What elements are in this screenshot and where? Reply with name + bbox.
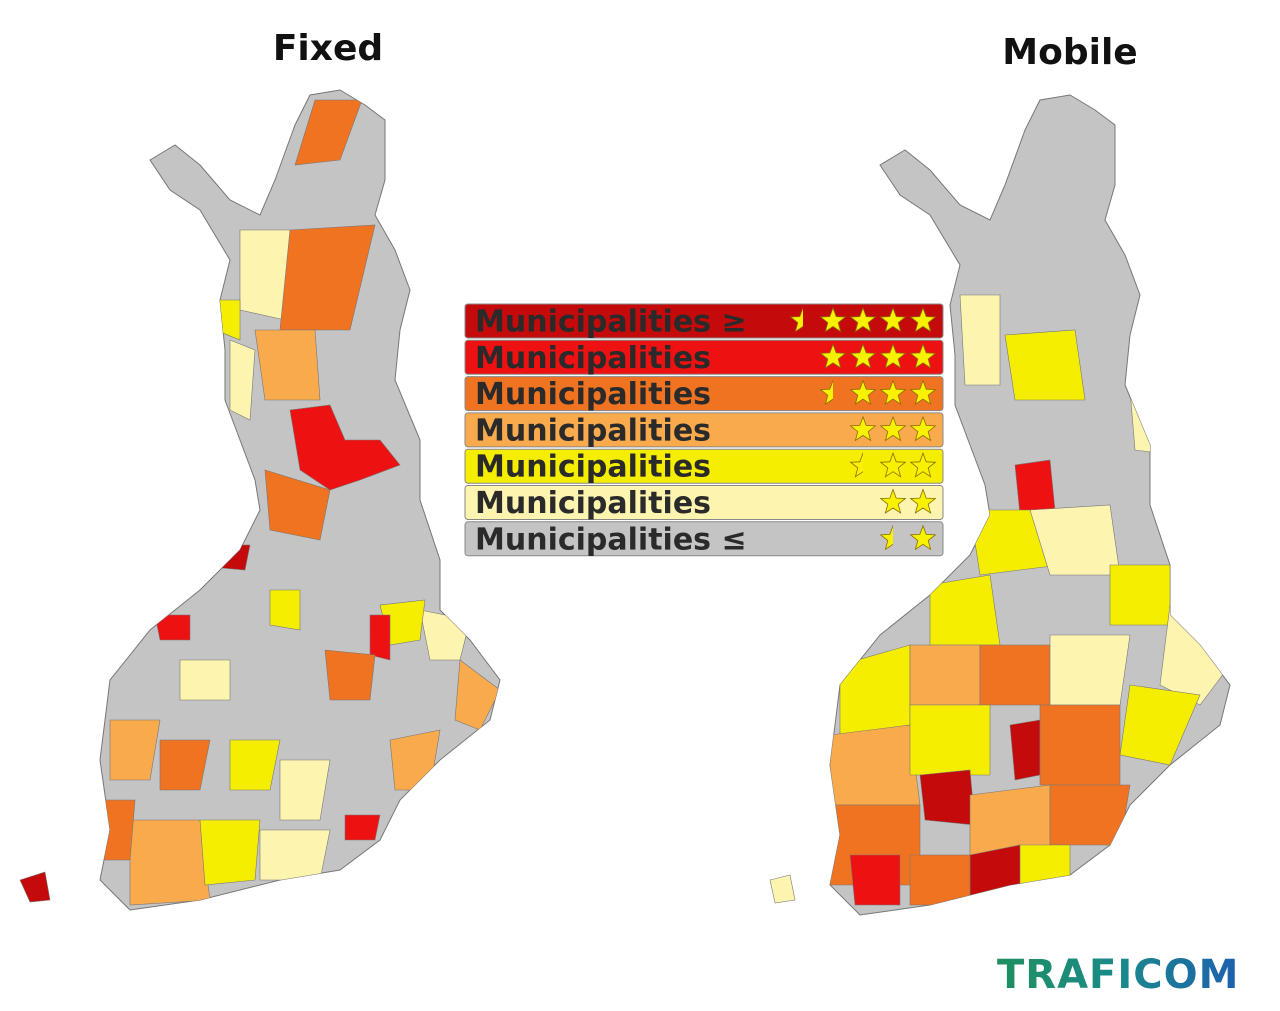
legend-label: Municipalities ≥	[475, 305, 747, 340]
rating-star	[909, 524, 937, 551]
rating-star	[879, 488, 907, 514]
rating-star	[879, 452, 907, 478]
rating-star	[909, 452, 937, 478]
legend: Municipalities ≥MunicipalitiesMunicipali…	[464, 303, 944, 557]
rating-star	[849, 306, 877, 333]
legend-swatch	[464, 339, 944, 375]
rating-star	[879, 415, 907, 442]
rating-star	[819, 343, 847, 369]
rating-star	[849, 452, 863, 478]
map-title: Mobile	[1002, 32, 1137, 73]
legend-swatch	[464, 376, 944, 412]
fixed-map	[19, 89, 501, 911]
rating-star	[849, 343, 877, 369]
rating-star	[909, 306, 937, 333]
rating-star	[819, 306, 847, 333]
rating-star	[879, 306, 907, 333]
legend-label: Municipalities	[475, 377, 711, 412]
legend-label: Municipalities ≤	[475, 522, 747, 557]
legend-swatch	[464, 412, 944, 448]
rating-star	[819, 379, 833, 406]
legend-label: Municipalities	[475, 413, 711, 448]
rating-star	[909, 488, 937, 514]
rating-star	[849, 379, 877, 406]
legend-label: Municipalities	[475, 341, 711, 376]
logo: TRAFICOM	[997, 952, 1239, 998]
rating-star	[879, 379, 907, 406]
rating-star	[909, 343, 937, 369]
legend-swatch	[464, 485, 944, 520]
legend-swatch	[464, 303, 944, 339]
rating-star	[909, 379, 937, 406]
rating-star	[879, 524, 893, 551]
legend-swatch	[464, 521, 944, 557]
rating-star	[879, 343, 907, 369]
legend-swatch	[464, 448, 944, 484]
rating-star	[909, 415, 937, 442]
legend-label: Municipalities	[475, 486, 711, 521]
map-title: Fixed	[273, 28, 383, 69]
legend-label: Municipalities	[475, 450, 711, 485]
rating-star	[789, 307, 803, 333]
rating-star	[849, 415, 877, 442]
